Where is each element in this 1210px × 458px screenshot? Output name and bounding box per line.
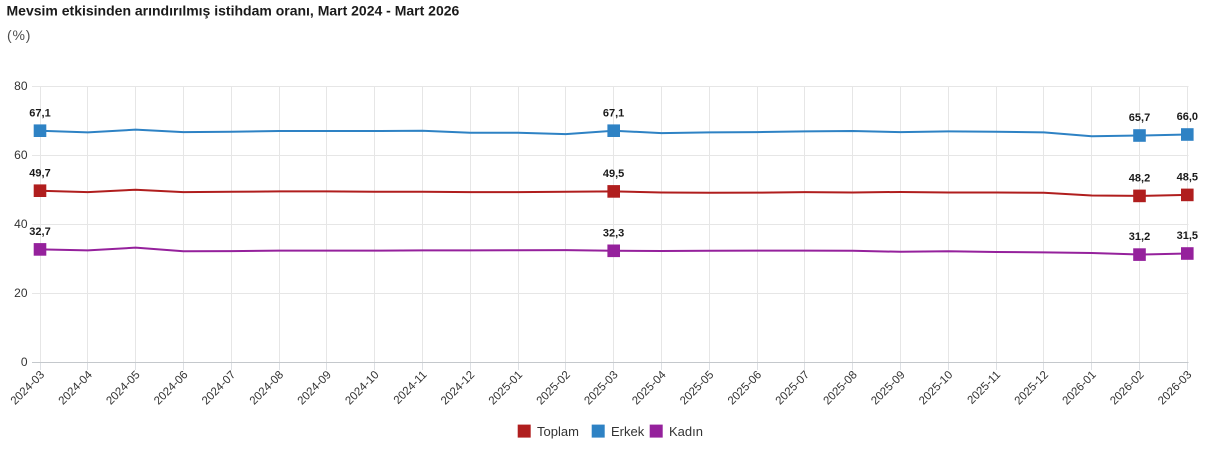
svg-text:31,5: 31,5 — [1177, 230, 1198, 242]
svg-text:66,0: 66,0 — [1177, 111, 1198, 123]
svg-text:80: 80 — [14, 79, 28, 93]
svg-text:65,7: 65,7 — [1129, 112, 1150, 124]
svg-text:40: 40 — [14, 217, 28, 231]
svg-text:32,7: 32,7 — [29, 226, 50, 238]
svg-text:Toplam: Toplam — [537, 424, 579, 439]
svg-text:67,1: 67,1 — [603, 107, 624, 119]
svg-text:0: 0 — [21, 355, 28, 369]
svg-text:49,5: 49,5 — [603, 168, 624, 180]
svg-text:31,2: 31,2 — [1129, 231, 1150, 243]
svg-text:48,5: 48,5 — [1177, 172, 1198, 184]
svg-text:Mevsim etkisinden arındırılmış: Mevsim etkisinden arındırılmış istihdam … — [7, 3, 460, 19]
svg-text:20: 20 — [14, 286, 28, 300]
svg-text:32,3: 32,3 — [603, 227, 624, 239]
svg-text:49,7: 49,7 — [29, 167, 50, 179]
svg-text:(%): (%) — [7, 27, 31, 43]
svg-text:60: 60 — [14, 148, 28, 162]
svg-text:Erkek: Erkek — [611, 424, 645, 439]
svg-text:48,2: 48,2 — [1129, 173, 1150, 185]
svg-text:67,1: 67,1 — [29, 107, 50, 119]
svg-text:Kadın: Kadın — [669, 424, 703, 439]
